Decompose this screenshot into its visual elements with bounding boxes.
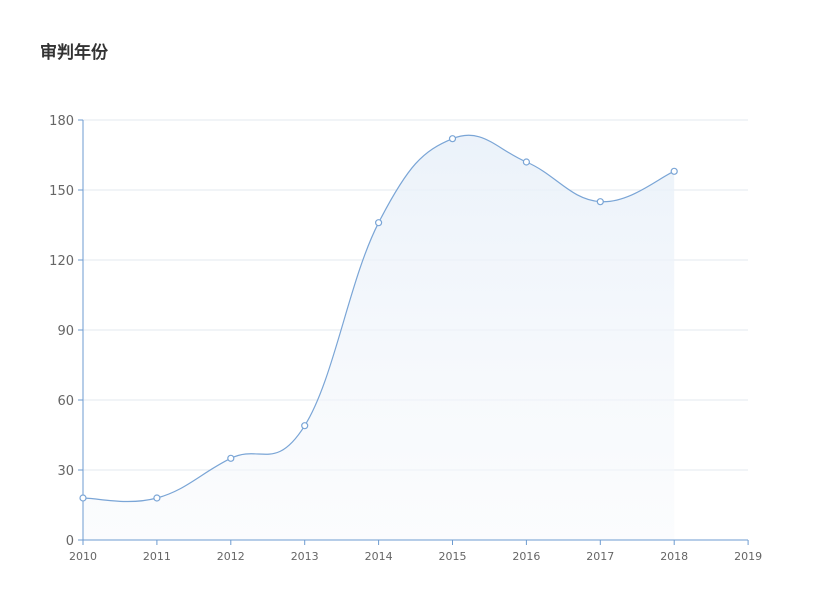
x-tick-label: 2011	[143, 550, 171, 563]
data-point[interactable]	[522, 158, 531, 166]
data-point[interactable]	[227, 454, 235, 462]
y-tick-label: 180	[49, 114, 74, 129]
y-tick-label: 60	[57, 394, 74, 409]
x-tick-label: 2018	[660, 550, 688, 563]
series-line	[82, 134, 675, 503]
x-tick-label: 2017	[586, 550, 614, 563]
data-point[interactable]	[153, 494, 161, 502]
y-axis-ticks: 0 30 60 90 120 150 180	[49, 114, 83, 549]
chart-title: 审判年份	[40, 43, 108, 63]
data-point[interactable]	[79, 494, 87, 502]
y-tick-label: 150	[49, 184, 74, 199]
series-line-path	[82, 134, 675, 503]
x-tick-label: 2013	[291, 550, 319, 563]
x-tick-label: 2012	[217, 550, 245, 563]
x-tick-label: 2016	[512, 550, 540, 563]
data-points	[79, 135, 678, 502]
y-tick-label: 30	[57, 464, 74, 479]
series-area	[83, 135, 675, 541]
y-tick-label: 120	[49, 254, 74, 269]
area-fill	[83, 135, 675, 541]
data-point[interactable]	[375, 219, 383, 227]
x-tick-label: 2015	[439, 550, 467, 563]
x-tick-label: 2019	[734, 550, 762, 563]
data-point[interactable]	[301, 422, 309, 430]
x-tick-label: 2010	[69, 550, 97, 563]
x-tick-label: 2014	[365, 550, 393, 563]
data-point[interactable]	[670, 167, 678, 175]
y-tick-label: 0	[66, 534, 74, 549]
data-point[interactable]	[448, 135, 457, 143]
x-axis-ticks: 2010 2011 2012 2013 2014 2015 2016 2017 2018 2019	[69, 540, 762, 563]
y-tick-label: 90	[57, 324, 74, 339]
data-point[interactable]	[596, 198, 604, 206]
